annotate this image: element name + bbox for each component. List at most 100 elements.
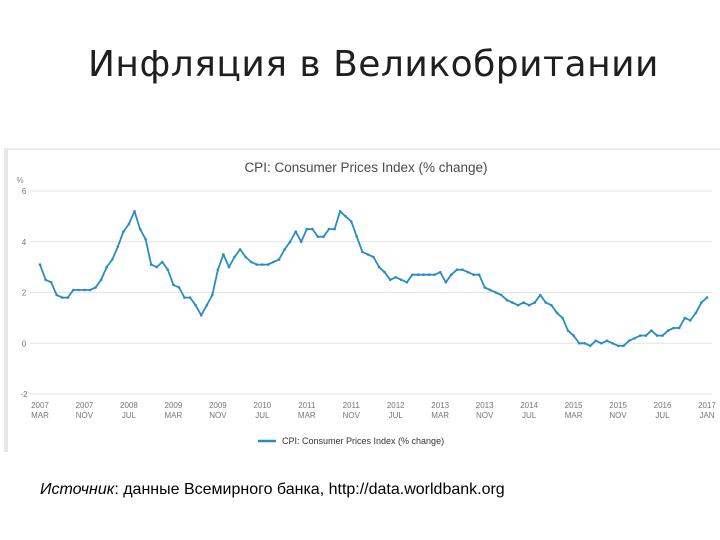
data-point [572, 334, 575, 337]
y-tick-label: 0 [22, 339, 27, 348]
x-tick-year: 2009 [165, 401, 183, 410]
x-tick-month: NOV [76, 411, 94, 420]
data-point [650, 329, 653, 332]
data-point [327, 227, 331, 231]
slide-title: Инфляция в Великобритании [88, 44, 659, 85]
data-point [589, 344, 592, 348]
data-point [377, 265, 381, 269]
x-tick-year: 2010 [253, 401, 271, 410]
data-point [583, 342, 586, 345]
x-tick-month: MAR [298, 411, 316, 420]
data-point [49, 281, 53, 284]
data-point [77, 288, 81, 292]
y-axis-ticks: -2 0 2 4 6 [20, 187, 28, 399]
data-point [133, 210, 136, 213]
data-point [122, 230, 125, 233]
data-point [261, 263, 264, 266]
data-point [366, 253, 370, 256]
data-point [277, 258, 281, 261]
data-point [211, 293, 214, 297]
data-point [555, 311, 559, 315]
data-point [411, 273, 414, 276]
x-tick-month: NOV [209, 411, 227, 420]
data-point [577, 342, 581, 345]
data-point [616, 344, 620, 348]
data-point [488, 288, 492, 292]
data-point [272, 260, 275, 264]
data-point [188, 296, 192, 299]
data-point [127, 222, 131, 226]
x-tick-month: MAR [431, 411, 449, 420]
data-point [38, 263, 42, 266]
x-tick-year: 2016 [654, 401, 672, 410]
x-tick-month: JUL [255, 411, 270, 420]
data-point [455, 268, 459, 271]
data-point [266, 263, 270, 266]
data-point [316, 235, 320, 238]
data-point [233, 255, 236, 259]
y-tick-label: -2 [20, 390, 28, 399]
data-point [288, 240, 292, 244]
data-point [283, 248, 286, 251]
data-point [433, 273, 436, 276]
data-point [627, 339, 631, 342]
x-tick-year: 2011 [343, 401, 361, 410]
data-point [155, 265, 158, 269]
data-point [611, 342, 614, 345]
data-point [527, 303, 531, 307]
data-point [561, 316, 564, 320]
x-tick-month: JUL [655, 411, 670, 420]
data-point [194, 303, 197, 307]
y-axis-unit-label: % [16, 176, 23, 185]
data-point [66, 296, 70, 299]
data-point [450, 273, 453, 276]
data-point [516, 303, 520, 307]
data-point [383, 270, 386, 274]
data-point [355, 235, 359, 238]
data-point [677, 326, 681, 330]
data-point [666, 329, 670, 332]
data-point [83, 288, 86, 292]
data-point [416, 273, 420, 276]
data-point [199, 314, 203, 317]
data-point [177, 286, 181, 289]
data-point [705, 296, 709, 299]
x-tick-year: 2008 [120, 401, 138, 410]
legend-label: CPI: Consumer Prices Index (% change) [282, 436, 444, 446]
x-tick-month: NOV [343, 411, 361, 420]
data-point [505, 298, 509, 302]
data-point [672, 326, 675, 330]
data-point [661, 334, 664, 337]
data-point [105, 265, 108, 269]
data-point [394, 276, 398, 279]
x-tick-year: 2015 [565, 401, 583, 410]
data-point [694, 311, 698, 315]
data-point [472, 273, 475, 276]
x-tick-year: 2011 [298, 401, 316, 410]
x-tick-year: 2015 [609, 401, 627, 410]
data-point [338, 210, 342, 213]
data-point [544, 301, 548, 304]
data-point [149, 263, 153, 266]
chart-title: CPI: Consumer Prices Index (% change) [244, 160, 487, 175]
data-point [422, 273, 425, 276]
data-point [700, 301, 703, 304]
x-tick-month: MAR [565, 411, 583, 420]
data-point [72, 288, 75, 292]
y-tick-label: 6 [22, 187, 27, 196]
data-point [466, 270, 470, 274]
data-point [400, 278, 403, 282]
data-point [249, 260, 253, 264]
data-point [444, 281, 448, 284]
data-point [138, 227, 142, 231]
data-point [111, 258, 114, 261]
data-point [550, 303, 553, 307]
data-point [144, 237, 147, 241]
data-point [222, 253, 225, 256]
data-point [294, 230, 298, 233]
data-point [322, 235, 325, 238]
data-point [255, 263, 259, 266]
data-point [183, 296, 186, 299]
data-point [438, 270, 442, 274]
data-point [566, 329, 570, 332]
